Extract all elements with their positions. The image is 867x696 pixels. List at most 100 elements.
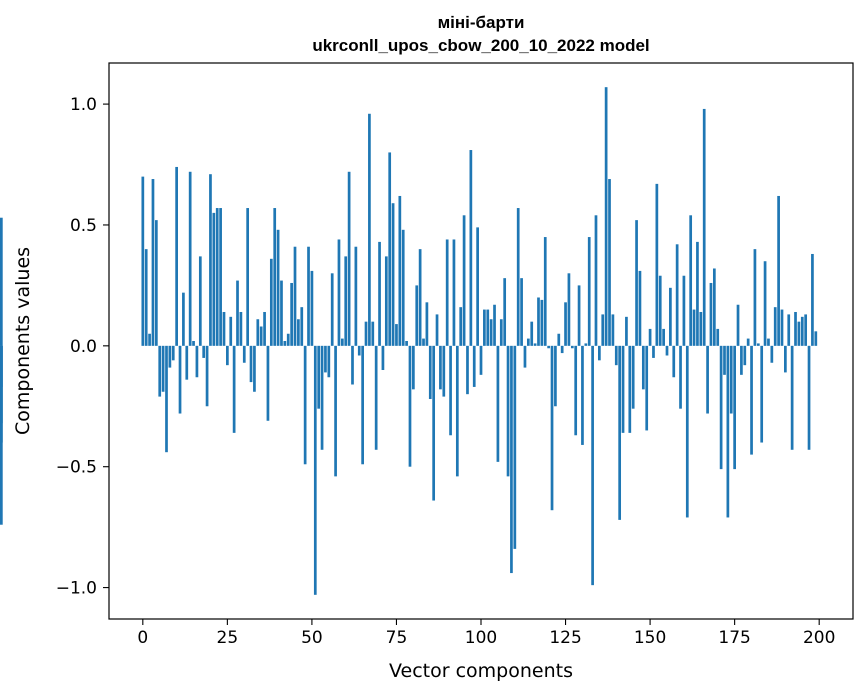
bar <box>753 249 757 346</box>
bar <box>784 345 787 373</box>
bar <box>442 345 446 397</box>
x-tick-label: 200 <box>803 628 835 648</box>
bar <box>787 314 791 346</box>
x-tick-label: 100 <box>465 628 497 648</box>
y-tick-label: 0.0 <box>70 337 97 357</box>
bar <box>669 287 672 346</box>
bar <box>236 280 239 346</box>
bar <box>313 345 317 595</box>
bar <box>628 345 632 433</box>
bar <box>439 345 442 390</box>
bar <box>706 345 709 414</box>
bar <box>171 345 175 361</box>
bar <box>405 341 408 346</box>
bar <box>0 217 3 346</box>
y-tick-label: 0.5 <box>70 216 97 236</box>
bar <box>523 345 527 368</box>
bar <box>777 195 780 346</box>
bar <box>631 345 635 409</box>
bar <box>804 314 808 346</box>
bar <box>513 345 517 549</box>
bar <box>662 328 665 346</box>
bar <box>395 324 398 346</box>
bar <box>750 345 753 455</box>
bar <box>259 326 263 346</box>
bar <box>479 345 483 375</box>
bar <box>432 345 436 501</box>
bar <box>635 220 638 346</box>
bar <box>800 316 804 346</box>
bar <box>594 215 598 346</box>
bar <box>496 345 500 462</box>
bar <box>476 227 479 346</box>
bar <box>368 113 371 346</box>
bar <box>794 311 797 346</box>
bar <box>378 241 381 346</box>
bar <box>188 171 192 346</box>
bar <box>574 345 578 436</box>
bar <box>340 338 344 346</box>
bar <box>428 345 432 400</box>
x-tick-label: 125 <box>549 628 581 648</box>
bar <box>614 345 618 366</box>
x-tick-label: 150 <box>634 628 666 648</box>
bar <box>168 345 172 368</box>
bar <box>550 345 554 511</box>
bar <box>459 307 463 346</box>
bar <box>351 345 354 385</box>
bar <box>388 152 392 346</box>
bar <box>604 87 608 346</box>
bar <box>608 179 611 346</box>
bar <box>641 345 645 390</box>
bar <box>503 278 507 346</box>
bar <box>141 176 145 346</box>
bar <box>381 345 385 370</box>
bar <box>239 311 243 346</box>
y-tick-label: −1.0 <box>56 579 97 599</box>
x-axis-label: Vector components <box>389 660 573 682</box>
x-tick-label: 25 <box>217 628 239 648</box>
bar <box>290 282 293 346</box>
bar <box>293 246 297 346</box>
bar <box>344 256 348 346</box>
bar <box>364 321 368 346</box>
bar <box>202 345 206 358</box>
bar <box>790 345 794 450</box>
bar <box>195 345 199 378</box>
bar <box>570 345 574 349</box>
bar <box>327 345 331 378</box>
bar <box>286 333 290 346</box>
bar <box>723 345 726 375</box>
bar <box>729 345 733 414</box>
bar <box>767 338 770 346</box>
bar <box>577 285 581 346</box>
bar <box>418 249 422 346</box>
bar <box>547 345 550 349</box>
bar <box>435 314 439 346</box>
bar <box>584 343 588 346</box>
x-tick-label: 175 <box>718 628 750 648</box>
bar <box>611 314 615 346</box>
bar <box>148 333 151 346</box>
bar <box>472 345 476 387</box>
chart-subtitle: ukrconll_upos_cbow_200_10_2022 model <box>312 36 649 55</box>
bar <box>408 345 412 467</box>
bar <box>192 341 195 346</box>
bar <box>506 345 510 477</box>
bar <box>391 203 395 346</box>
bar <box>249 345 253 383</box>
bar-series <box>0 87 818 595</box>
bar <box>303 345 307 465</box>
bar <box>374 345 378 450</box>
bar <box>154 220 158 346</box>
y-axis-ticks: −1.0 −0.5 0.0 0.5 1.0 <box>56 95 109 599</box>
bar <box>557 333 561 346</box>
bar <box>401 229 405 346</box>
bar <box>756 343 760 346</box>
bar <box>297 319 300 346</box>
bar <box>763 261 767 346</box>
bar <box>719 345 723 470</box>
bar <box>320 345 324 450</box>
bar <box>384 256 388 346</box>
bar <box>709 282 713 346</box>
